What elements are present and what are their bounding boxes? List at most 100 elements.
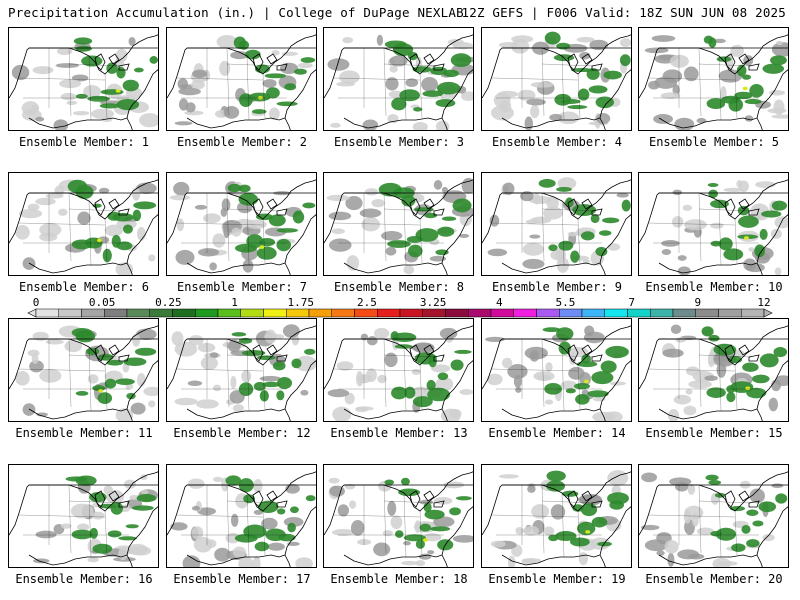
precip-area [498, 474, 519, 479]
precip-area [115, 262, 134, 275]
precip-heavy-area [302, 202, 316, 209]
precip-area [194, 204, 207, 210]
precip-area [487, 248, 508, 257]
precip-heavy-area [742, 362, 759, 372]
precip-heavy-area [619, 54, 631, 67]
precip-heavy-area [554, 93, 572, 106]
precip-area [22, 403, 36, 416]
precip-heavy-area [548, 534, 559, 542]
state-border [176, 368, 264, 372]
precip-area [230, 513, 239, 527]
precip-area [411, 343, 435, 353]
precip-area [755, 181, 776, 189]
precip-area [749, 488, 765, 504]
precip-map [167, 471, 316, 567]
precip-area [771, 114, 788, 119]
precip-area [332, 529, 355, 536]
state-border [246, 492, 250, 558]
member-label: Ensemble Member: 18 [330, 572, 468, 586]
map-outline [409, 490, 445, 508]
member-map-panel [8, 172, 159, 276]
precip-heavy-area [75, 185, 94, 200]
member-label: Ensemble Member: 9 [491, 280, 623, 294]
precip-area [35, 197, 56, 206]
precip-area [242, 259, 254, 273]
precip-area [660, 92, 681, 100]
state-border [541, 192, 545, 262]
precip-heavy-area [590, 214, 600, 224]
precip-area [607, 243, 621, 251]
state-border [734, 510, 738, 556]
precip-heavy-area [591, 516, 608, 528]
state-border [68, 484, 72, 554]
precip-area [557, 177, 577, 190]
precip-area [241, 369, 252, 383]
state-border [577, 73, 581, 119]
precip-area [414, 520, 421, 534]
precip-area [253, 509, 263, 515]
colorbar-segment [149, 308, 173, 318]
precip-heavy-area [708, 480, 722, 485]
precip-heavy-area [538, 178, 556, 188]
map-outline [186, 262, 286, 274]
state-border [333, 222, 421, 226]
precip-area [688, 553, 705, 560]
state-border [383, 192, 387, 262]
precip-area [560, 380, 577, 390]
precip-heavy-area [284, 83, 297, 91]
precip-heavy-area [115, 378, 135, 385]
precip-heavy-area [234, 243, 257, 253]
precip-heavy-area [723, 248, 744, 261]
precip-heavy-area [131, 505, 154, 511]
state-border [491, 222, 579, 226]
map-outline [252, 344, 288, 362]
map-outline [343, 262, 443, 274]
state-border [541, 500, 595, 504]
state-border [698, 208, 752, 212]
precip-area [661, 248, 672, 255]
precip-heavy-area [430, 526, 451, 532]
precip-heavy-area [598, 230, 612, 236]
member-map-panel [8, 464, 159, 568]
precip-area [769, 89, 786, 96]
precip-area [15, 224, 30, 240]
precip-area [135, 182, 157, 195]
precip-heavy-area [256, 246, 277, 260]
member-label: Ensemble Member: 17 [173, 572, 311, 586]
state-border [541, 208, 595, 212]
precip-area [364, 188, 379, 196]
precip-area [136, 227, 146, 241]
precip-area [212, 384, 222, 392]
state-border [561, 492, 565, 558]
member-label: Ensemble Member: 1 [18, 135, 150, 149]
state-border [262, 510, 266, 556]
precip-area [710, 222, 724, 229]
colorbar-tick-label: 4 [496, 296, 503, 309]
precip-heavy-area [398, 488, 421, 497]
member-map-panel [481, 318, 632, 422]
precip-map [482, 177, 631, 275]
state-border [333, 77, 421, 81]
precip-area [330, 122, 341, 128]
map-outline [28, 262, 128, 274]
precip-map [167, 324, 316, 421]
colorbar-tick-label: 0 [33, 296, 40, 309]
precip-area [143, 386, 158, 397]
state-border [383, 63, 437, 67]
precip-heavy-area [587, 390, 609, 398]
precip-area [87, 557, 100, 563]
precip-area [104, 224, 123, 237]
precip-area [385, 77, 399, 91]
precip-area [60, 92, 77, 101]
precip-heavy-area [408, 244, 423, 258]
precip-area [264, 333, 285, 340]
colorbar-segment [513, 308, 537, 318]
member-map-panel [323, 172, 474, 276]
precip-area [55, 63, 80, 68]
precip-heavy-area [577, 521, 596, 536]
precip-area [673, 394, 692, 405]
precip-area [191, 505, 200, 511]
precip-max-spot [259, 245, 265, 250]
precip-heavy-area [775, 493, 788, 504]
precip-heavy-area [277, 508, 286, 515]
